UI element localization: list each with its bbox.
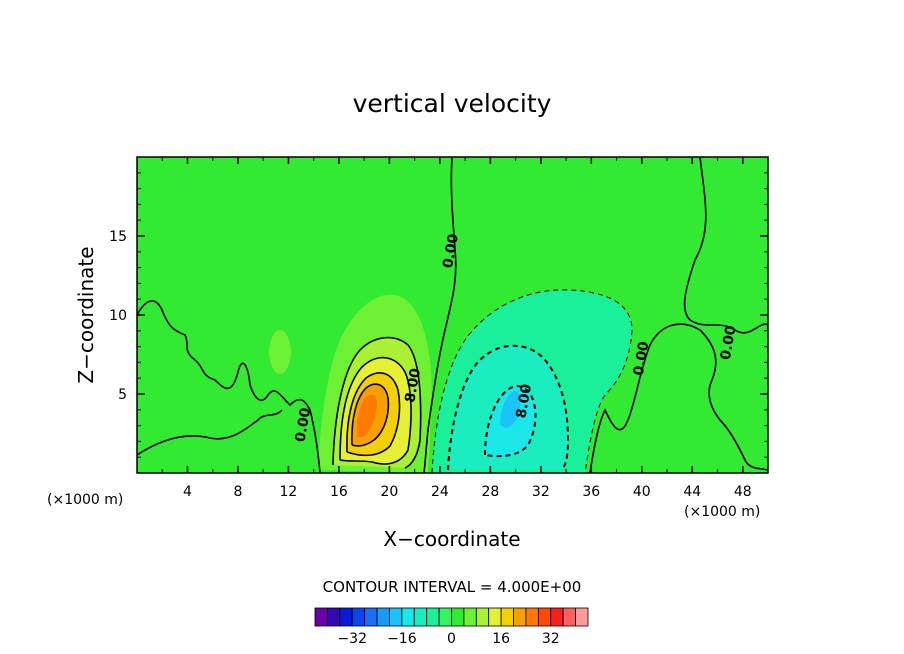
colorbar-swatch bbox=[327, 607, 341, 627]
colorbar-swatch bbox=[463, 607, 477, 627]
x-tick-label: 48 bbox=[734, 484, 752, 500]
fill-updraft-core3 bbox=[356, 394, 378, 437]
x-axis-ticks: 4 8 12 16 20 24 28 32 36 40 44 48 bbox=[161, 157, 752, 500]
colorbar-swatch bbox=[451, 607, 465, 627]
updraft-contour-1 bbox=[332, 336, 422, 469]
contour-lines bbox=[137, 157, 768, 473]
updraft-contour-2 bbox=[339, 356, 412, 465]
contour-label: 8.00 bbox=[402, 367, 424, 404]
colorbar-swatch bbox=[537, 607, 552, 627]
colorbar bbox=[314, 607, 589, 627]
x-tick-label: 12 bbox=[280, 484, 298, 500]
zero-contour-left bbox=[137, 300, 321, 473]
y-axis-ticks: 5 10 15 bbox=[109, 172, 768, 458]
colorbar-swatch bbox=[575, 607, 589, 627]
fill-blob-small bbox=[269, 330, 291, 374]
x-unit-label-left: (×1000 m) bbox=[47, 492, 123, 508]
chart-title: vertical velocity bbox=[353, 89, 552, 118]
colorbar-tick-label: 0 bbox=[447, 631, 456, 647]
zero-contour-left-lower bbox=[137, 409, 283, 456]
colorbar-swatch bbox=[364, 607, 378, 627]
updraft-contour-3 bbox=[346, 372, 401, 457]
colorbar-tick-labels: −32 −16 0 16 32 bbox=[337, 631, 559, 647]
neg-contour-2 bbox=[447, 344, 570, 471]
colorbar-swatch bbox=[500, 607, 514, 627]
x-tick-label: 8 bbox=[233, 484, 242, 500]
zero-contour-right-lower bbox=[589, 323, 768, 473]
x-tick-label: 32 bbox=[532, 484, 550, 500]
colorbar-tick-label: 32 bbox=[542, 631, 560, 647]
x-tick-label: 16 bbox=[330, 484, 348, 500]
x-tick-label: 4 bbox=[183, 484, 192, 500]
colorbar-swatch bbox=[413, 607, 428, 627]
negative-contours bbox=[431, 289, 633, 473]
contour-label: 8.00 bbox=[513, 383, 535, 420]
x-tick-label: 40 bbox=[633, 484, 651, 500]
contour-labels: 0.00 8.00 0.00 8.00 0.00 0.00 bbox=[293, 232, 740, 443]
colorbar-swatch bbox=[562, 607, 576, 627]
colorbar-swatch bbox=[351, 607, 366, 627]
x-tick-label: 28 bbox=[481, 484, 499, 500]
y-axis-label: Z−coordinate bbox=[74, 246, 98, 383]
y-tick-label: 15 bbox=[109, 229, 127, 245]
zero-contour-center bbox=[423, 157, 457, 473]
colorbar-swatch bbox=[475, 607, 490, 627]
colorbar-tick-label: 16 bbox=[492, 631, 510, 647]
colorbar-swatch bbox=[525, 607, 539, 627]
neg-contour-1 bbox=[431, 289, 633, 473]
contour-label: 0.00 bbox=[293, 406, 315, 443]
contour-interval-text: CONTOUR INTERVAL = 4.000E+00 bbox=[323, 578, 582, 596]
x-tick-label: 20 bbox=[380, 484, 398, 500]
x-axis-label: X−coordinate bbox=[383, 527, 520, 551]
colorbar-swatch bbox=[426, 607, 440, 627]
x-tick-label: 36 bbox=[582, 484, 600, 500]
colorbar-swatch bbox=[550, 607, 564, 627]
colorbar-swatch bbox=[314, 607, 328, 627]
colorbar-tick-label: −32 bbox=[337, 631, 367, 647]
contour-label: 0.00 bbox=[440, 232, 462, 269]
contour-label: 0.00 bbox=[631, 340, 653, 377]
x-tick-label: 24 bbox=[431, 484, 449, 500]
colorbar-swatch bbox=[488, 607, 502, 627]
neg-contour-3 bbox=[484, 385, 537, 458]
x-tick-label: 44 bbox=[683, 484, 701, 500]
colorbar-swatch bbox=[513, 607, 527, 627]
fill-downdraft-deep bbox=[500, 390, 521, 428]
updraft-contour-4 bbox=[351, 383, 390, 447]
colorbar-swatch bbox=[376, 607, 390, 627]
colorbar-swatch bbox=[389, 607, 403, 627]
y-tick-label: 10 bbox=[109, 308, 127, 324]
colorbar-swatch bbox=[438, 607, 452, 627]
colorbar-tick-label: −16 bbox=[387, 631, 417, 647]
zero-contour-right bbox=[683, 157, 768, 334]
x-unit-label-right: (×1000 m) bbox=[684, 504, 760, 520]
colorbar-swatch bbox=[401, 607, 415, 627]
colorbar-swatch bbox=[339, 607, 353, 627]
contour-label: 0.00 bbox=[718, 324, 740, 361]
y-tick-label: 5 bbox=[118, 387, 127, 403]
